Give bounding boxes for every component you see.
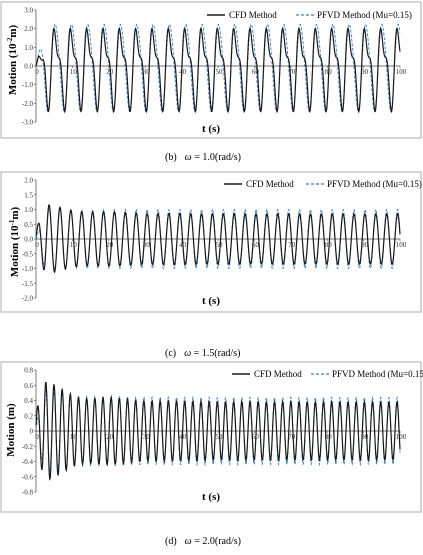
chart-d-frame <box>0 361 422 513</box>
y-tick-label: -1.0 <box>22 81 34 89</box>
chart-b-plot: 3.02.01.00.0-1.0-2.0-3.00 10 20 30 40 50 60 70 8… <box>22 7 407 127</box>
x-tick-label: 80 <box>325 433 333 441</box>
x-tick-label: 70 <box>288 433 296 441</box>
chart-d-xlabel: t (s) <box>202 491 220 503</box>
y-tick-label: -3.0 <box>22 119 34 127</box>
x-tick-label: 80 <box>325 241 333 249</box>
chart-c: 2.01.51.00.50.0-0.5-1.0-1.5-2.00 10 20 30 40… <box>0 171 422 359</box>
chart-b-caption: (b) ω = 1.0(rad/s) <box>165 152 241 163</box>
y-tick-label: -0.5 <box>22 250 34 258</box>
x-tick-label: 10 <box>70 68 78 76</box>
x-tick-label: 20 <box>106 433 114 441</box>
y-tick-label: -2.0 <box>22 100 34 108</box>
legend-pfvd-label: PFVD Method (Mu=0.15) <box>327 179 422 189</box>
legend-pfvd-label: PFVD Method (Mu=0.15) <box>317 10 412 20</box>
legend-pfvd-label: PFVD Method (Mu=0.15) <box>332 369 423 379</box>
chart-d-caption: (d) ω = 2.0(rad/s) <box>165 536 241 547</box>
chart-c-legend: CFD Method PFVD Method (Mu=0.15) <box>224 179 422 189</box>
x-tick-label: 90 <box>361 68 369 76</box>
chart-d-plot: 0.80.60.40.20-0.2-0.4-0.6-0.80 10 20 30 40 50… <box>22 367 407 497</box>
series-pfvd-line <box>35 389 401 472</box>
y-tick-label: -0.4 <box>22 458 34 466</box>
x-tick-label: 30 <box>143 241 151 249</box>
chart-c-ylabel: Motion (10-1m) <box>8 207 21 278</box>
chart-c-plot: 2.01.51.00.50.0-0.5-1.0-1.5-2.00 10 20 30 40… <box>22 177 407 303</box>
y-tick-label: -0.8 <box>22 489 34 497</box>
y-tick-label: 0.0 <box>24 63 33 71</box>
x-tick-label: 0 <box>35 433 39 441</box>
y-tick-label: 0.0 <box>24 236 33 244</box>
chart-c-caption: (c) ω = 1.5(rad/s) <box>165 348 240 359</box>
x-tick-label: 10 <box>70 433 78 441</box>
x-tick-label: 70 <box>288 68 296 76</box>
legend-cfd-label: CFD Method <box>229 10 277 20</box>
x-tick-label: 40 <box>179 68 187 76</box>
chart-d-legend: CFD Method PFVD Method (Mu=0.15) <box>232 369 423 379</box>
y-tick-label: 0.5 <box>24 221 33 229</box>
y-tick-label: 0 <box>30 428 34 436</box>
chart-d-ylabel: Motion (m) <box>5 403 17 457</box>
x-tick-label: 100 <box>396 433 407 441</box>
y-tick-label: 0.8 <box>24 367 33 375</box>
legend-cfd-label: CFD Method <box>254 369 302 379</box>
x-tick-label: 20 <box>106 241 114 249</box>
x-tick-label: 0 <box>35 241 39 249</box>
y-tick-label: 1.0 <box>24 44 33 52</box>
x-tick-label: 50 <box>216 68 224 76</box>
y-tick-label: 0.6 <box>24 382 33 390</box>
x-tick-label: 90 <box>361 241 369 249</box>
y-tick-label: 1.0 <box>24 206 33 214</box>
x-tick-label: 30 <box>143 68 151 76</box>
series-cfd-line <box>35 26 401 114</box>
y-tick-label: -1.0 <box>22 265 34 273</box>
y-tick-label: -0.6 <box>22 473 34 481</box>
y-tick-label: 2.0 <box>24 177 33 185</box>
y-tick-label: -1.5 <box>22 280 34 288</box>
chart-b: 3.02.01.00.0-1.0-2.0-3.00 10 20 30 40 50 60 70 8… <box>0 1 422 163</box>
y-tick-label: 1.5 <box>24 191 33 199</box>
legend-cfd-label: CFD Method <box>246 179 294 189</box>
chart-d: 0.80.60.40.20-0.2-0.4-0.6-0.80 10 20 30 40 50… <box>0 361 423 547</box>
chart-c-frame <box>0 171 422 313</box>
y-tick-label: 0.4 <box>24 397 33 405</box>
series-cfd-line <box>35 381 401 481</box>
x-tick-label: 60 <box>252 241 260 249</box>
x-tick-label: 100 <box>396 68 407 76</box>
x-tick-label: 0 <box>35 68 39 76</box>
y-tick-label: 3.0 <box>24 7 33 15</box>
chart-b-xlabel: t (s) <box>202 123 220 135</box>
chart-c-xlabel: t (s) <box>202 295 220 307</box>
series-cfd-line <box>35 203 401 274</box>
x-tick-label: 50 <box>216 241 224 249</box>
y-tick-label: 2.0 <box>24 25 33 33</box>
y-tick-label: -2.0 <box>22 295 34 303</box>
x-tick-label: 60 <box>252 68 260 76</box>
y-tick-label: 0.2 <box>24 412 33 420</box>
x-tick-label: 100 <box>396 241 407 249</box>
x-tick-label: 90 <box>361 433 369 441</box>
chart-b-frame <box>0 1 422 139</box>
chart-b-ylabel: Motion (10-2m) <box>6 25 19 96</box>
y-tick-label: -0.2 <box>22 443 34 451</box>
chart-b-legend: CFD Method PFVD Method (Mu=0.15) <box>207 10 412 20</box>
